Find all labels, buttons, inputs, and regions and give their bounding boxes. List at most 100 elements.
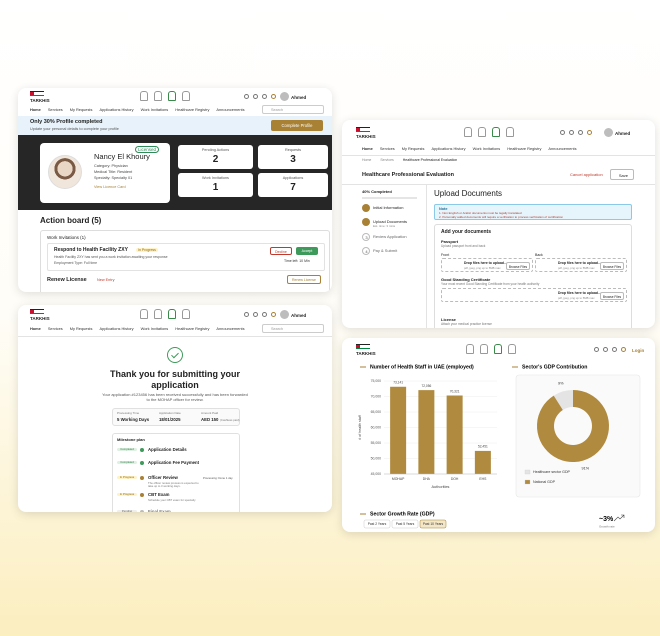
nav-item[interactable]: Announcements	[548, 146, 577, 151]
step-dot	[140, 510, 144, 512]
emblem	[506, 127, 514, 137]
growth-title: Sector Growth Rate (GDP)	[370, 511, 435, 517]
header-icon[interactable]	[253, 312, 258, 317]
step-label: Review Application	[373, 233, 407, 239]
brand: TARKHIS	[30, 98, 50, 103]
drop-zone[interactable]: Drop files here to upload... pdf, jpeg, p…	[441, 258, 533, 272]
breadcrumb-item[interactable]: Home	[362, 158, 372, 162]
breadcrumb-item[interactable]: Services	[380, 158, 394, 162]
header-icon[interactable]	[612, 347, 617, 352]
period-button[interactable]: Past 5 Years	[391, 519, 419, 529]
decline-button[interactable]: Decline	[270, 247, 292, 255]
step-dot	[140, 461, 144, 465]
pie-slice	[537, 390, 609, 462]
nav-item[interactable]: Applications History	[431, 146, 466, 151]
emblem	[140, 309, 148, 319]
header-icon[interactable]	[621, 347, 626, 352]
period-button-box	[391, 519, 419, 529]
nav-bar: Home Services My Requests Applications Hist…	[30, 107, 245, 112]
search-placeholder: Search	[271, 327, 284, 331]
user-avatar[interactable]	[280, 310, 289, 319]
emblem	[168, 91, 176, 101]
nav-item[interactable]: Work Invitations	[140, 107, 169, 112]
search-placeholder: Search	[271, 108, 284, 112]
nav-item[interactable]: My Requests	[401, 146, 425, 151]
note-line: 2. Personally added documents will requi…	[439, 215, 564, 219]
user-avatar[interactable]	[280, 92, 289, 101]
period-button-box	[363, 519, 391, 529]
browse-button[interactable]: Browse Files	[600, 292, 624, 300]
profile-detail: Medical Title: Resident	[94, 170, 133, 174]
header-icon[interactable]	[587, 130, 592, 135]
y-axis-label: # of health staff	[358, 415, 362, 440]
renew-tag: New Entry	[97, 277, 115, 282]
user-name[interactable]: Ahmed	[291, 94, 307, 100]
nav-item[interactable]: Announcements	[216, 326, 245, 331]
header-icon[interactable]	[244, 312, 249, 317]
note-title: Note	[439, 207, 448, 211]
progress-track	[362, 197, 417, 199]
nav-item[interactable]: Announcements	[216, 107, 245, 112]
header-icon[interactable]	[262, 312, 267, 317]
renew-button[interactable]: Renew License	[287, 275, 321, 284]
nav-item[interactable]: Healthcare Registry	[175, 326, 210, 331]
nav-item[interactable]: My Requests	[69, 326, 93, 331]
drop-sub: pdf, jpeg, png up to 5MB max	[464, 266, 501, 270]
nav-item[interactable]: Home	[362, 146, 373, 151]
x-tick-label: EHS	[479, 477, 487, 481]
status-tag: Pending	[117, 509, 137, 512]
nav-item[interactable]: Healthcare Registry	[175, 107, 210, 112]
header-icon[interactable]	[271, 312, 276, 317]
nav-item[interactable]: Work Invitations	[140, 326, 169, 331]
drop-zone[interactable]: Drop files here to upload... pdf, jpeg, p…	[535, 258, 627, 272]
confirmation-title: Thank you for submitting your applicatio…	[110, 369, 240, 390]
licence-card-link[interactable]: View Licence Card	[94, 185, 126, 189]
browse-button[interactable]: Browse Files	[600, 262, 624, 270]
nav-item[interactable]: My Requests	[69, 107, 93, 112]
user-name[interactable]: Ahmed	[291, 312, 307, 318]
nav-item[interactable]: Applications History	[99, 326, 134, 331]
header-icon[interactable]	[603, 347, 608, 352]
header-icon[interactable]	[262, 94, 267, 99]
user-avatar[interactable]	[604, 128, 613, 137]
nav-item[interactable]: Healthcare Registry	[507, 146, 542, 151]
header-icon[interactable]	[271, 94, 276, 99]
logo-mark	[356, 127, 370, 132]
cancel-link[interactable]: Cancel application	[570, 171, 603, 177]
y-tick-label: 75,000	[371, 379, 381, 383]
accept-button[interactable]: Accept	[296, 247, 318, 255]
user-name[interactable]: Ahmed	[615, 130, 631, 136]
nav-item[interactable]: Home	[30, 326, 41, 331]
browse-button[interactable]: Browse Files	[506, 262, 530, 270]
y-tick-label: 55,000	[371, 441, 381, 445]
period-button[interactable]: Past 2 Years	[363, 519, 391, 529]
drop-zone[interactable]: Drop files here to upload... pdf, jpeg, p…	[441, 288, 627, 302]
step-label: Final Exam	[148, 508, 171, 512]
nav-item[interactable]: Services	[379, 146, 395, 151]
header-icon[interactable]	[560, 130, 565, 135]
brand: TARKHIS	[356, 134, 376, 139]
nav-item[interactable]: Work Invitations	[472, 146, 501, 151]
growth-label: Growth rate	[599, 524, 615, 528]
header-icon[interactable]	[578, 130, 583, 135]
nav-item[interactable]: Home	[30, 107, 41, 112]
header-icon[interactable]	[569, 130, 574, 135]
nav-item[interactable]: Services	[47, 107, 63, 112]
save-button[interactable]: Save	[610, 169, 634, 180]
drop-text: Drop files here to upload...	[558, 261, 601, 265]
period-button[interactable]: Past 10 Years	[419, 519, 447, 529]
login-link[interactable]: Login	[632, 347, 645, 353]
success-icon	[167, 347, 183, 363]
nav-item[interactable]: Applications History	[99, 107, 134, 112]
bar	[418, 390, 435, 474]
complete-profile-button[interactable]: Complete Profile	[271, 120, 323, 131]
header-icon[interactable]	[244, 94, 249, 99]
header-icon[interactable]	[594, 347, 599, 352]
header-icon[interactable]	[253, 94, 258, 99]
search-box[interactable]: Search	[262, 105, 324, 114]
confirmation-screen: TARKHIS Ahmed Home Services My Requests Appli…	[18, 305, 332, 512]
search-box[interactable]: Search	[262, 324, 324, 333]
nav-item[interactable]: Services	[47, 326, 63, 331]
field-title: License	[441, 317, 456, 322]
